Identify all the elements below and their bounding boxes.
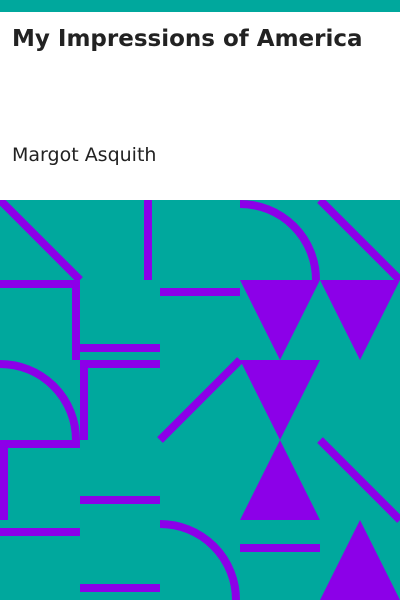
- pattern-arc: [0, 360, 80, 441]
- pattern-arc: [239, 200, 320, 281]
- geometric-pattern: [0, 200, 400, 600]
- pattern-triangle-up: [320, 520, 400, 600]
- pattern-triangle-down: [320, 280, 400, 360]
- pattern-triangle-down: [240, 280, 320, 360]
- top-accent-bar: [0, 0, 400, 12]
- pattern-diagonal: [0, 200, 83, 283]
- pattern-diagonal: [157, 357, 243, 443]
- pattern-diagonal: [317, 437, 400, 523]
- pattern-triangle-up: [240, 440, 320, 520]
- book-author: Margot Asquith: [12, 144, 157, 166]
- pattern-triangle-down: [240, 360, 320, 440]
- book-title: My Impressions of America: [12, 26, 363, 52]
- pattern-diagonal: [317, 200, 400, 283]
- pattern-arc: [159, 520, 240, 600]
